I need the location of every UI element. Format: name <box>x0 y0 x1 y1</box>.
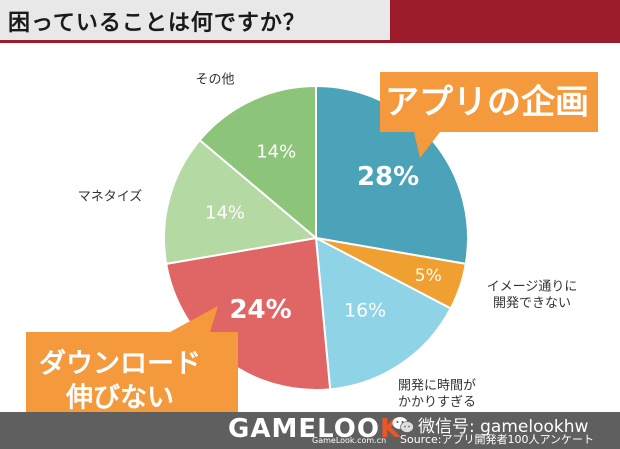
callout-pointer <box>170 306 218 332</box>
page-title: 困っていることは何ですか？ <box>8 11 306 36</box>
callout-pointer <box>414 132 440 158</box>
title-accent-bar <box>390 0 620 40</box>
category-label: 開発できない <box>493 296 571 311</box>
logo-subtitle: GameLook.com.cn <box>312 436 387 445</box>
callout-box <box>26 332 238 412</box>
gamelook-logo: GAMELOOK <box>228 414 402 444</box>
category-label: アプリの企画 <box>385 83 589 123</box>
value-label: 14% <box>205 202 245 223</box>
value-label: 24% <box>229 295 291 325</box>
category-label: ダウンロード <box>39 348 201 380</box>
pie-slice <box>314 236 453 391</box>
source-note: Source:アプリ開発者100人アンケート <box>400 433 595 446</box>
wechat-icon <box>392 417 414 433</box>
footer-watermark-bar <box>0 412 620 449</box>
value-label: 16% <box>344 300 386 322</box>
value-label: 14% <box>256 142 296 163</box>
title-underline <box>0 40 620 43</box>
value-label: 5% <box>415 266 442 286</box>
title-bar: 困っていることは何ですか？ <box>0 0 620 40</box>
callout-box <box>380 72 598 132</box>
value-label: 28% <box>357 162 419 192</box>
category-label: イメージ通りに <box>487 280 578 295</box>
category-label: 伸びない <box>65 382 174 413</box>
category-label: その他 <box>195 73 234 88</box>
category-label: かかりすぎる <box>398 395 476 410</box>
pie-slice <box>163 138 319 266</box>
category-label: マネタイズ <box>78 189 143 205</box>
pie-slice <box>198 84 317 241</box>
wechat-id: 微信号: gamelookhw <box>418 417 589 437</box>
category-label: 開発に時間が <box>398 379 476 394</box>
